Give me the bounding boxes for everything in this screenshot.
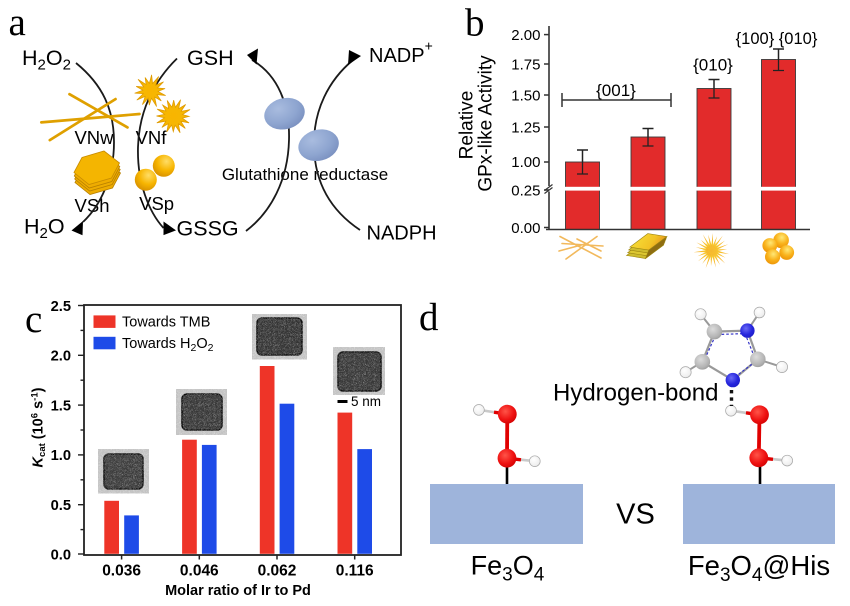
svg-text:0.0: 0.0: [51, 547, 71, 563]
svg-text:GSSG: GSSG: [177, 217, 239, 241]
svg-text:{001}: {001}: [596, 81, 636, 100]
svg-text:1.50: 1.50: [511, 87, 540, 104]
svg-text:Relative: Relative: [457, 91, 478, 160]
svg-text:0.062: 0.062: [258, 563, 297, 580]
svg-text:Towards H2O2: Towards H2O2: [122, 336, 214, 354]
svg-text:0.116: 0.116: [336, 563, 374, 580]
svg-text:VS: VS: [616, 499, 655, 531]
svg-text:NADPH: NADPH: [367, 223, 437, 245]
svg-text:b: b: [465, 2, 485, 45]
svg-text:d: d: [419, 296, 439, 339]
svg-text:Fe3O4@His: Fe3O4@His: [688, 550, 830, 586]
svg-text:0.036: 0.036: [102, 563, 141, 580]
svg-text:{010}: {010}: [693, 56, 733, 75]
svg-text:{100} {010}: {100} {010}: [736, 30, 818, 48]
svg-text:1.0: 1.0: [51, 448, 71, 464]
svg-text:0.25: 0.25: [511, 182, 540, 199]
svg-text:0.5: 0.5: [51, 498, 71, 514]
svg-text:Molar ratio of Ir to Pd: Molar ratio of Ir to Pd: [165, 583, 311, 599]
svg-text:GPx-like Activity: GPx-like Activity: [476, 55, 497, 192]
svg-text:Glutathione reductase: Glutathione reductase: [222, 165, 388, 184]
svg-text:Fe3O4: Fe3O4: [471, 551, 545, 586]
svg-text:VNw: VNw: [74, 127, 114, 148]
svg-text:1.75: 1.75: [511, 56, 540, 73]
svg-text:c: c: [25, 298, 42, 341]
svg-text:1.25: 1.25: [511, 119, 540, 136]
svg-text:0.00: 0.00: [511, 220, 540, 237]
svg-text:2.0: 2.0: [51, 349, 71, 365]
svg-text:VSp: VSp: [139, 193, 174, 214]
svg-text:Towards TMB: Towards TMB: [122, 315, 210, 331]
svg-text:2.00: 2.00: [511, 27, 540, 44]
svg-text:Kcat (106 s-1): Kcat (106 s-1): [30, 387, 49, 467]
svg-text:1.5: 1.5: [51, 398, 71, 414]
svg-text:GSH: GSH: [187, 46, 234, 70]
svg-text:0.046: 0.046: [180, 563, 219, 580]
svg-text:VSh: VSh: [75, 195, 110, 216]
svg-text:Hydrogen-bond: Hydrogen-bond: [553, 380, 718, 407]
svg-text:a: a: [9, 1, 26, 44]
svg-text:1.00: 1.00: [511, 154, 540, 171]
svg-text:2.5: 2.5: [51, 299, 71, 315]
svg-text:VNf: VNf: [136, 127, 168, 148]
svg-text:5 nm: 5 nm: [351, 394, 381, 409]
